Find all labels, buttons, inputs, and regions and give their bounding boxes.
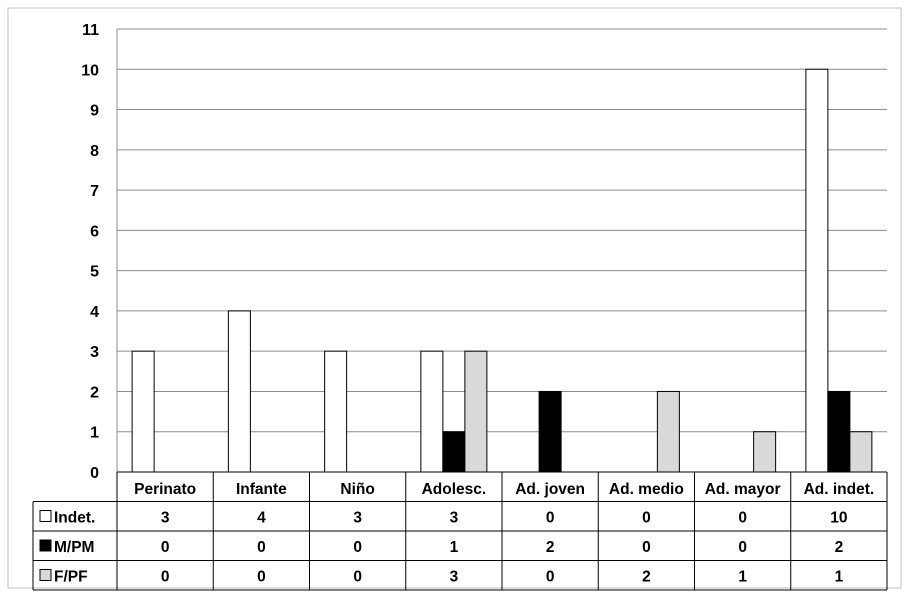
table-value-m-pm-adolesc: 1 xyxy=(450,539,459,556)
legend-swatch-m-pm xyxy=(40,540,51,551)
bar-indet-ad-indet xyxy=(806,69,828,472)
table-value-f-pf-adolesc: 3 xyxy=(450,569,459,586)
x-category-label: Adolesc. xyxy=(422,481,487,498)
table-value-m-pm-ad-medio: 0 xyxy=(642,539,651,556)
x-category-label: Infante xyxy=(236,481,287,498)
table-value-indet-ad-indet: 10 xyxy=(830,510,847,527)
x-category-label: Ad. indet. xyxy=(804,481,875,498)
table-value-indet-perinato: 3 xyxy=(161,510,170,527)
table-value-f-pf-ad-mayor: 1 xyxy=(738,569,747,586)
y-tick-label: 6 xyxy=(90,223,99,240)
table-value-indet-ad-joven: 0 xyxy=(546,510,555,527)
x-category-label: Ad. medio xyxy=(609,481,684,498)
x-category-label: Niño xyxy=(340,481,374,498)
legend-label-f-pf: F/PF xyxy=(54,569,88,586)
table-value-f-pf-infante: 0 xyxy=(257,569,266,586)
y-tick-label: 11 xyxy=(82,22,99,39)
table-value-m-pm-ad-indet: 2 xyxy=(835,539,844,556)
legend-swatch-f-pf xyxy=(40,570,51,581)
y-tick-label: 9 xyxy=(90,103,99,120)
table-value-m-pm-ad-mayor: 0 xyxy=(738,539,747,556)
table-value-f-pf-ad-joven: 0 xyxy=(546,569,555,586)
bar-indet-adolesc xyxy=(421,351,443,472)
x-category-label: Perinato xyxy=(134,481,196,498)
table-value-indet-infante: 4 xyxy=(257,510,266,527)
y-tick-label: 1 xyxy=(90,425,99,442)
bar-f-pf-adolesc xyxy=(465,351,487,472)
bar-f-pf-ad-medio xyxy=(657,391,679,472)
bar-m-pm-adolesc xyxy=(443,432,465,472)
table-value-m-pm-infante: 0 xyxy=(257,539,266,556)
legend-label-m-pm: M/PM xyxy=(54,539,94,556)
table-value-indet-nino: 3 xyxy=(353,510,362,527)
table-value-indet-ad-medio: 0 xyxy=(642,510,651,527)
bar-indet-nino xyxy=(325,351,347,472)
table-value-f-pf-perinato: 0 xyxy=(161,569,170,586)
x-category-label: Ad. mayor xyxy=(705,481,781,498)
y-tick-label: 7 xyxy=(90,183,99,200)
table-value-m-pm-ad-joven: 2 xyxy=(546,539,555,556)
bar-f-pf-ad-indet xyxy=(850,432,872,472)
bar-indet-perinato xyxy=(132,351,154,472)
y-tick-label: 3 xyxy=(90,344,99,361)
bar-m-pm-ad-indet xyxy=(828,391,850,472)
table-value-m-pm-nino: 0 xyxy=(353,539,362,556)
y-tick-label: 8 xyxy=(90,143,99,160)
legend-label-indet: Indet. xyxy=(54,510,95,527)
table-value-f-pf-ad-medio: 2 xyxy=(642,569,651,586)
table-value-m-pm-perinato: 0 xyxy=(161,539,170,556)
y-tick-label: 2 xyxy=(90,384,99,401)
y-tick-label: 4 xyxy=(90,304,99,321)
bar-f-pf-ad-mayor xyxy=(754,432,776,472)
y-tick-label: 0 xyxy=(90,465,99,482)
table-value-indet-adolesc: 3 xyxy=(450,510,459,527)
table-value-f-pf-nino: 0 xyxy=(353,569,362,586)
x-category-label: Ad. joven xyxy=(515,481,585,498)
table-value-indet-ad-mayor: 0 xyxy=(738,510,747,527)
y-tick-label: 5 xyxy=(90,264,99,281)
legend-swatch-indet xyxy=(40,511,51,522)
bar-indet-infante xyxy=(228,311,250,472)
y-tick-label: 10 xyxy=(81,62,99,79)
bar-m-pm-ad-joven xyxy=(539,391,561,472)
table-value-f-pf-ad-indet: 1 xyxy=(835,569,844,586)
